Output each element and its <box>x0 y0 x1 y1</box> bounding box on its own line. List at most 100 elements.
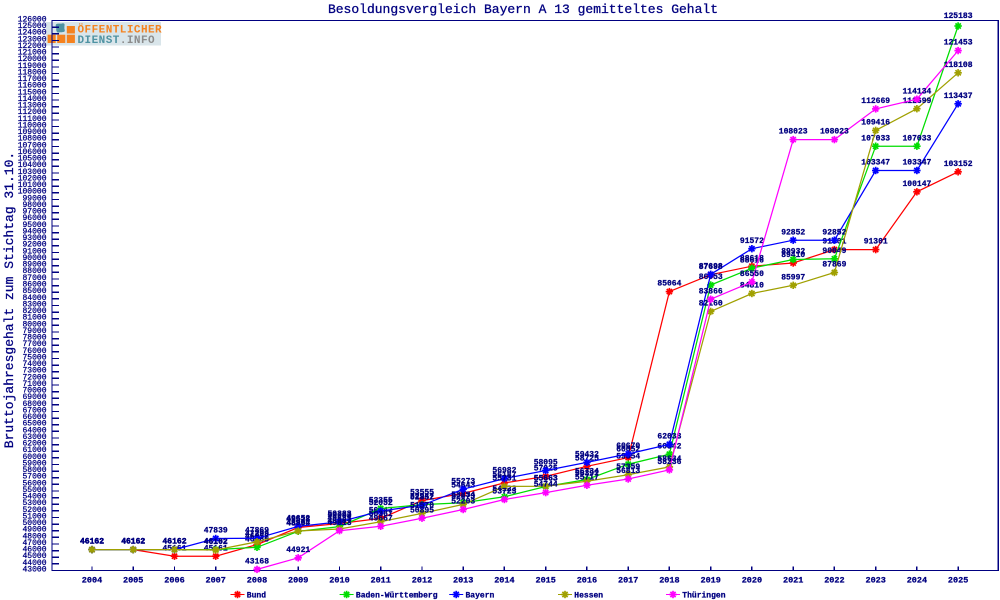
svg-text:94000: 94000 <box>22 227 46 236</box>
svg-text:110000: 110000 <box>18 121 47 130</box>
svg-text:46162: 46162 <box>121 538 145 547</box>
svg-text:52852: 52852 <box>410 493 434 502</box>
svg-text:119000: 119000 <box>18 62 47 71</box>
svg-text:107000: 107000 <box>18 141 47 150</box>
svg-text:60670: 60670 <box>616 442 640 451</box>
svg-text:46162: 46162 <box>121 538 145 547</box>
svg-text:46162: 46162 <box>80 538 104 547</box>
svg-text:85064: 85064 <box>657 280 681 289</box>
svg-text:58000: 58000 <box>22 466 46 475</box>
svg-text:44921: 44921 <box>286 546 310 555</box>
svg-text:49257: 49257 <box>327 517 351 526</box>
svg-text:117000: 117000 <box>18 75 47 84</box>
svg-text:112000: 112000 <box>18 108 47 117</box>
svg-text:89932: 89932 <box>781 248 805 257</box>
svg-text:56734: 56734 <box>575 468 599 477</box>
svg-text:2024: 2024 <box>907 575 927 585</box>
svg-text:54000: 54000 <box>22 493 46 502</box>
svg-text:49013: 49013 <box>327 519 351 528</box>
svg-text:108023: 108023 <box>820 128 849 137</box>
svg-text:85000: 85000 <box>22 287 46 296</box>
svg-text:55717: 55717 <box>575 473 599 482</box>
svg-text:99000: 99000 <box>22 194 46 203</box>
svg-text:2021: 2021 <box>783 575 803 585</box>
svg-text:50323: 50323 <box>327 510 351 519</box>
svg-text:114000: 114000 <box>18 95 47 104</box>
svg-text:46162: 46162 <box>162 538 186 547</box>
svg-text:92852: 92852 <box>781 228 805 237</box>
svg-text:84000: 84000 <box>22 294 46 303</box>
svg-text:82160: 82160 <box>699 300 723 309</box>
svg-text:78000: 78000 <box>22 334 46 343</box>
svg-text:75000: 75000 <box>22 353 46 362</box>
svg-text:43000: 43000 <box>22 565 46 574</box>
svg-text:113000: 113000 <box>18 102 47 111</box>
svg-text:118108: 118108 <box>944 61 973 70</box>
svg-text:53555: 53555 <box>410 489 434 498</box>
svg-text:2017: 2017 <box>618 575 638 585</box>
svg-text:46162: 46162 <box>121 538 145 547</box>
svg-text:77000: 77000 <box>22 340 46 349</box>
svg-text:118000: 118000 <box>18 68 47 77</box>
svg-text:87698: 87698 <box>699 262 723 271</box>
svg-text:70000: 70000 <box>22 387 46 396</box>
svg-text:115000: 115000 <box>18 88 47 97</box>
svg-text:53723: 53723 <box>492 488 516 497</box>
svg-text:2007: 2007 <box>205 575 225 585</box>
svg-text:2022: 2022 <box>824 575 844 585</box>
svg-text:72000: 72000 <box>22 373 46 382</box>
svg-text:92000: 92000 <box>22 241 46 250</box>
svg-text:44000: 44000 <box>22 559 46 568</box>
svg-text:64000: 64000 <box>22 426 46 435</box>
svg-text:58095: 58095 <box>534 459 558 468</box>
svg-text:50895: 50895 <box>410 506 434 515</box>
svg-text:123000: 123000 <box>18 35 47 44</box>
svg-text:Bayern: Bayern <box>466 591 495 600</box>
svg-text:80000: 80000 <box>22 320 46 329</box>
svg-text:57359: 57359 <box>616 463 640 472</box>
svg-text:49667: 49667 <box>369 514 393 523</box>
svg-text:57000: 57000 <box>22 473 46 482</box>
svg-text:47299: 47299 <box>245 530 269 539</box>
svg-text:2009: 2009 <box>288 575 308 585</box>
svg-text:85997: 85997 <box>781 273 805 282</box>
svg-text:83000: 83000 <box>22 300 46 309</box>
svg-text:109000: 109000 <box>18 128 47 137</box>
svg-text:84810: 84810 <box>740 282 764 291</box>
svg-text:2011: 2011 <box>370 575 390 585</box>
svg-text:2004: 2004 <box>82 575 102 585</box>
svg-text:49000: 49000 <box>22 526 46 535</box>
svg-text:87698: 87698 <box>699 263 723 272</box>
svg-text:125000: 125000 <box>18 22 47 31</box>
svg-text:95000: 95000 <box>22 221 46 230</box>
svg-text:74000: 74000 <box>22 360 46 369</box>
svg-text:122000: 122000 <box>18 42 47 51</box>
svg-text:87869: 87869 <box>822 261 846 270</box>
svg-text:49652: 49652 <box>286 515 310 524</box>
svg-text:46162: 46162 <box>80 538 104 547</box>
svg-text:2006: 2006 <box>164 575 184 585</box>
svg-text:104000: 104000 <box>18 161 47 170</box>
svg-text:52355: 52355 <box>369 497 393 506</box>
svg-text:60000: 60000 <box>22 453 46 462</box>
svg-text:62033: 62033 <box>657 432 681 441</box>
svg-text:61000: 61000 <box>22 446 46 455</box>
svg-text:96000: 96000 <box>22 214 46 223</box>
svg-text:63000: 63000 <box>22 433 46 442</box>
svg-text:2005: 2005 <box>123 575 143 585</box>
svg-text:43168: 43168 <box>245 558 269 567</box>
svg-text:46162: 46162 <box>121 538 145 547</box>
svg-text:45000: 45000 <box>22 552 46 561</box>
svg-text:114134: 114134 <box>902 87 931 96</box>
svg-text:DIENST.INFO: DIENST.INFO <box>78 35 156 47</box>
svg-text:125183: 125183 <box>944 12 973 21</box>
svg-text:52052: 52052 <box>369 499 393 508</box>
svg-text:46162: 46162 <box>80 538 104 547</box>
svg-text:88616: 88616 <box>740 256 764 265</box>
svg-text:2008: 2008 <box>247 575 267 585</box>
svg-text:2014: 2014 <box>494 575 514 585</box>
svg-text:86550: 86550 <box>740 270 764 279</box>
svg-text:107033: 107033 <box>861 134 890 143</box>
svg-text:102000: 102000 <box>18 174 47 183</box>
svg-text:49528: 49528 <box>286 516 310 525</box>
